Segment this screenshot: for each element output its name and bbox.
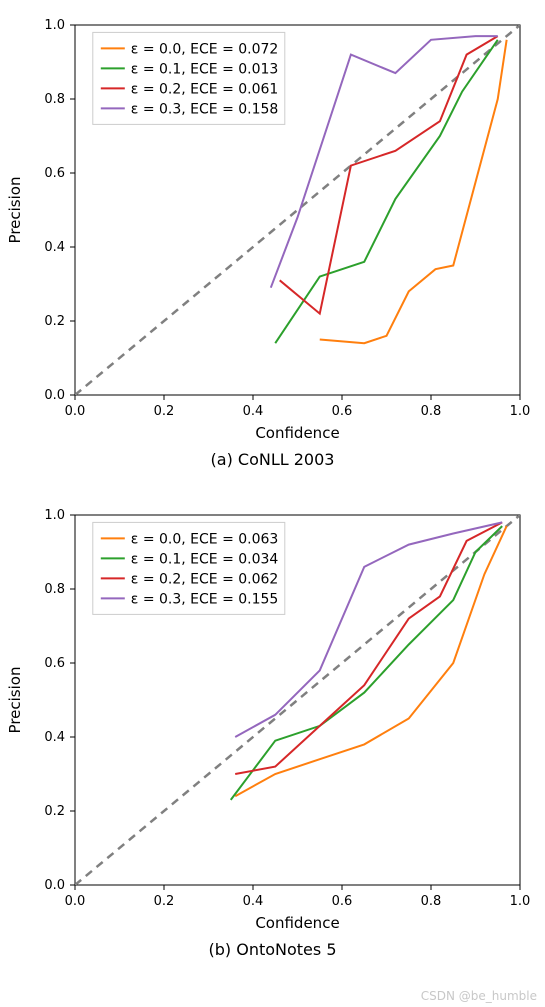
xtick-label: 0.0 bbox=[65, 894, 86, 909]
ytick-label: 0.8 bbox=[44, 582, 65, 597]
chart-ontonotes: 0.0 0.2 0.4 0.6 0.8 1.0 0.0 0.2 0.4 0.6 0.8 1.0 Conf… bbox=[0, 500, 545, 959]
legend-label: ε = 0.3, ECE = 0.158 bbox=[131, 101, 279, 117]
xlabel: Confidence bbox=[255, 424, 339, 442]
ytick-label: 1.0 bbox=[44, 508, 65, 523]
series-line-0 bbox=[320, 40, 507, 343]
xtick-label: 0.8 bbox=[421, 404, 442, 419]
xtick-label: 0.4 bbox=[243, 894, 264, 909]
ylabel: Precision bbox=[6, 177, 24, 244]
legend-label: ε = 0.2, ECE = 0.061 bbox=[131, 81, 279, 97]
xtick-label: 0.8 bbox=[421, 894, 442, 909]
chart-conll: 0.0 0.2 0.4 0.6 0.8 1.0 0.0 0.2 0.4 0.6 0.8 1.0 Conf… bbox=[0, 10, 545, 469]
legend-label: ε = 0.1, ECE = 0.013 bbox=[131, 61, 279, 77]
xtick-label: 1.0 bbox=[510, 894, 531, 909]
chart-conll-svg: 0.0 0.2 0.4 0.6 0.8 1.0 0.0 0.2 0.4 0.6 0.8 1.0 Conf… bbox=[0, 10, 545, 450]
series-line-3 bbox=[271, 36, 498, 288]
watermark-text: CSDN @be_humble bbox=[421, 989, 537, 1003]
xtick-label: 0.6 bbox=[332, 894, 353, 909]
legend-label: ε = 0.0, ECE = 0.072 bbox=[131, 41, 279, 57]
legend-label: ε = 0.3, ECE = 0.155 bbox=[131, 591, 279, 607]
legend-label: ε = 0.2, ECE = 0.062 bbox=[131, 571, 279, 587]
xtick-label: 0.2 bbox=[154, 894, 175, 909]
ytick-label: 0.4 bbox=[44, 240, 65, 255]
legend-label: ε = 0.0, ECE = 0.063 bbox=[131, 531, 279, 547]
xtick-label: 0.4 bbox=[243, 404, 264, 419]
chart-ontonotes-svg: 0.0 0.2 0.4 0.6 0.8 1.0 0.0 0.2 0.4 0.6 0.8 1.0 Conf… bbox=[0, 500, 545, 940]
ytick-label: 1.0 bbox=[44, 18, 65, 33]
xtick-label: 0.2 bbox=[154, 404, 175, 419]
ylabel: Precision bbox=[6, 667, 24, 734]
ytick-label: 0.0 bbox=[44, 878, 65, 893]
xtick-label: 0.6 bbox=[332, 404, 353, 419]
xtick-label: 0.0 bbox=[65, 404, 86, 419]
ytick-label: 0.0 bbox=[44, 388, 65, 403]
xlabel: Confidence bbox=[255, 914, 339, 932]
legend-label: ε = 0.1, ECE = 0.034 bbox=[131, 551, 279, 567]
ytick-label: 0.6 bbox=[44, 166, 65, 181]
xtick-label: 1.0 bbox=[510, 404, 531, 419]
series-line-1 bbox=[275, 40, 498, 343]
chart-conll-caption: (a) CoNLL 2003 bbox=[0, 450, 545, 469]
ytick-label: 0.4 bbox=[44, 730, 65, 745]
chart-ontonotes-caption: (b) OntoNotes 5 bbox=[0, 940, 545, 959]
ytick-label: 0.2 bbox=[44, 804, 65, 819]
ytick-label: 0.6 bbox=[44, 656, 65, 671]
ytick-label: 0.8 bbox=[44, 92, 65, 107]
ytick-label: 0.2 bbox=[44, 314, 65, 329]
